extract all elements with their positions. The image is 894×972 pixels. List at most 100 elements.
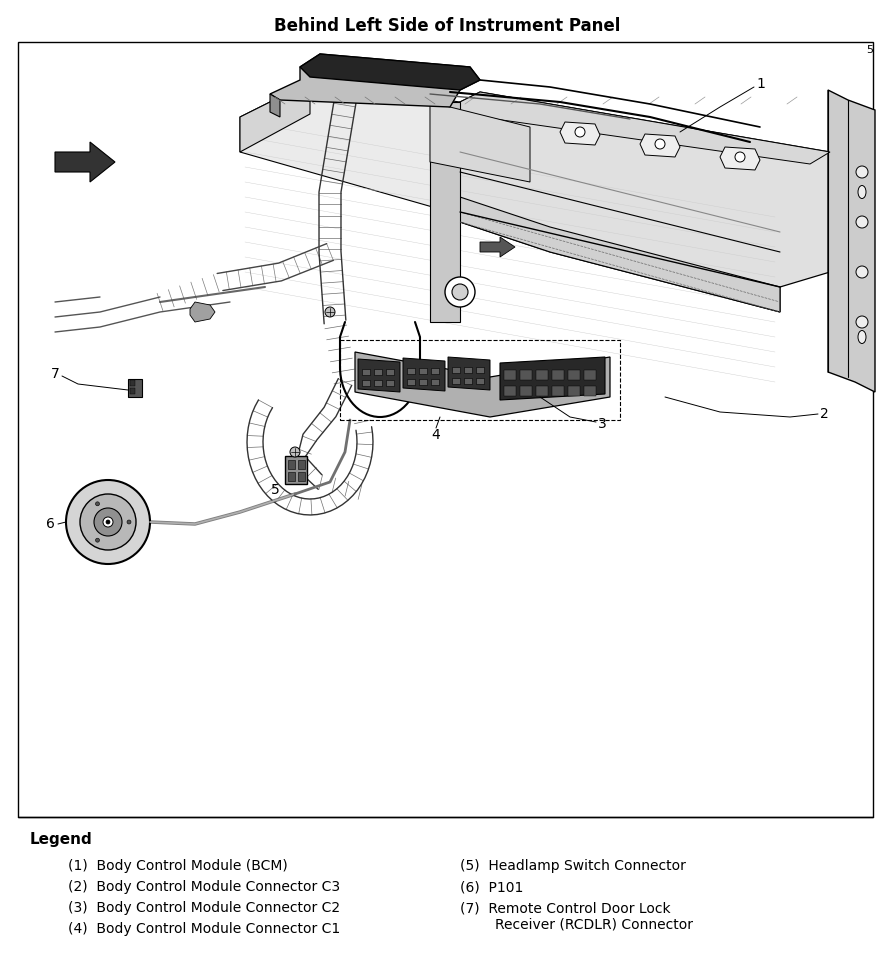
Bar xyxy=(288,472,295,481)
Bar xyxy=(418,368,426,374)
Polygon shape xyxy=(55,142,114,182)
Bar xyxy=(407,368,415,374)
Bar xyxy=(418,379,426,385)
Polygon shape xyxy=(460,92,829,164)
Circle shape xyxy=(654,139,664,149)
Bar xyxy=(519,370,531,380)
Bar xyxy=(451,378,460,384)
Circle shape xyxy=(444,277,475,307)
Polygon shape xyxy=(190,302,215,322)
Ellipse shape xyxy=(857,186,865,198)
Bar xyxy=(568,386,579,396)
Polygon shape xyxy=(560,122,599,145)
Bar xyxy=(298,460,305,469)
Circle shape xyxy=(94,508,122,536)
Text: (1)  Body Control Module (BCM): (1) Body Control Module (BCM) xyxy=(68,859,288,873)
Polygon shape xyxy=(429,102,460,322)
Circle shape xyxy=(855,316,867,328)
Text: (6)  P101: (6) P101 xyxy=(460,880,523,894)
Bar xyxy=(128,379,142,397)
Bar xyxy=(298,472,305,481)
Circle shape xyxy=(103,517,113,527)
Text: 6: 6 xyxy=(46,517,55,531)
Bar xyxy=(361,369,369,375)
Text: 7: 7 xyxy=(51,367,60,381)
Polygon shape xyxy=(240,82,780,287)
Bar xyxy=(374,380,382,386)
Bar xyxy=(552,386,563,396)
Text: 3: 3 xyxy=(597,417,606,431)
Text: 1: 1 xyxy=(755,77,764,91)
Bar xyxy=(340,340,620,420)
Polygon shape xyxy=(500,357,604,400)
Bar xyxy=(374,369,382,375)
Bar xyxy=(476,367,484,373)
Text: (2)  Body Control Module Connector C3: (2) Body Control Module Connector C3 xyxy=(68,880,340,894)
Bar xyxy=(463,378,471,384)
Bar xyxy=(288,460,295,469)
Text: 4: 4 xyxy=(431,428,440,442)
Polygon shape xyxy=(719,147,759,170)
Circle shape xyxy=(96,502,99,505)
Bar xyxy=(130,388,135,394)
Circle shape xyxy=(574,127,585,137)
Bar xyxy=(476,378,484,384)
Ellipse shape xyxy=(857,330,865,343)
Text: 5: 5 xyxy=(270,483,279,497)
Polygon shape xyxy=(448,357,489,390)
Polygon shape xyxy=(460,92,829,312)
Polygon shape xyxy=(460,197,780,312)
Circle shape xyxy=(66,480,150,564)
Bar xyxy=(503,370,516,380)
Bar xyxy=(385,380,393,386)
Polygon shape xyxy=(479,237,514,257)
Polygon shape xyxy=(270,94,280,117)
Bar xyxy=(361,380,369,386)
Bar xyxy=(536,386,547,396)
Polygon shape xyxy=(240,82,309,152)
Circle shape xyxy=(855,166,867,178)
Polygon shape xyxy=(358,359,400,392)
Text: (5)  Headlamp Switch Connector: (5) Headlamp Switch Connector xyxy=(460,859,685,873)
Circle shape xyxy=(855,216,867,228)
Bar xyxy=(519,386,531,396)
Bar xyxy=(552,370,563,380)
Bar xyxy=(18,42,872,817)
Circle shape xyxy=(96,538,99,542)
Text: (4)  Body Control Module Connector C1: (4) Body Control Module Connector C1 xyxy=(68,922,340,936)
Circle shape xyxy=(451,284,468,300)
Circle shape xyxy=(290,447,299,457)
Polygon shape xyxy=(639,134,679,157)
Bar xyxy=(407,379,415,385)
Text: (7)  Remote Control Door Lock
        Receiver (RCDLR) Connector: (7) Remote Control Door Lock Receiver (R… xyxy=(460,901,692,931)
Bar xyxy=(463,367,471,373)
Text: (3)  Body Control Module Connector C2: (3) Body Control Module Connector C2 xyxy=(68,901,340,915)
Bar xyxy=(130,380,135,386)
Bar xyxy=(431,379,439,385)
Polygon shape xyxy=(270,54,479,107)
Bar xyxy=(584,386,595,396)
Circle shape xyxy=(127,520,131,524)
Polygon shape xyxy=(429,102,529,182)
Circle shape xyxy=(855,266,867,278)
Circle shape xyxy=(734,152,744,162)
Bar xyxy=(568,370,579,380)
Bar xyxy=(385,369,393,375)
Text: 2: 2 xyxy=(819,407,828,421)
Bar xyxy=(431,368,439,374)
Circle shape xyxy=(80,494,136,550)
Bar xyxy=(451,367,460,373)
Circle shape xyxy=(105,520,110,524)
Bar xyxy=(536,370,547,380)
Text: Behind Left Side of Instrument Panel: Behind Left Side of Instrument Panel xyxy=(274,17,620,35)
Bar xyxy=(284,456,307,484)
Bar xyxy=(584,370,595,380)
Polygon shape xyxy=(355,352,610,417)
Text: Legend: Legend xyxy=(30,832,93,847)
Circle shape xyxy=(325,307,334,317)
Polygon shape xyxy=(402,358,444,391)
Polygon shape xyxy=(299,54,479,90)
Polygon shape xyxy=(827,90,874,392)
Text: 5: 5 xyxy=(865,45,872,55)
Bar xyxy=(503,386,516,396)
